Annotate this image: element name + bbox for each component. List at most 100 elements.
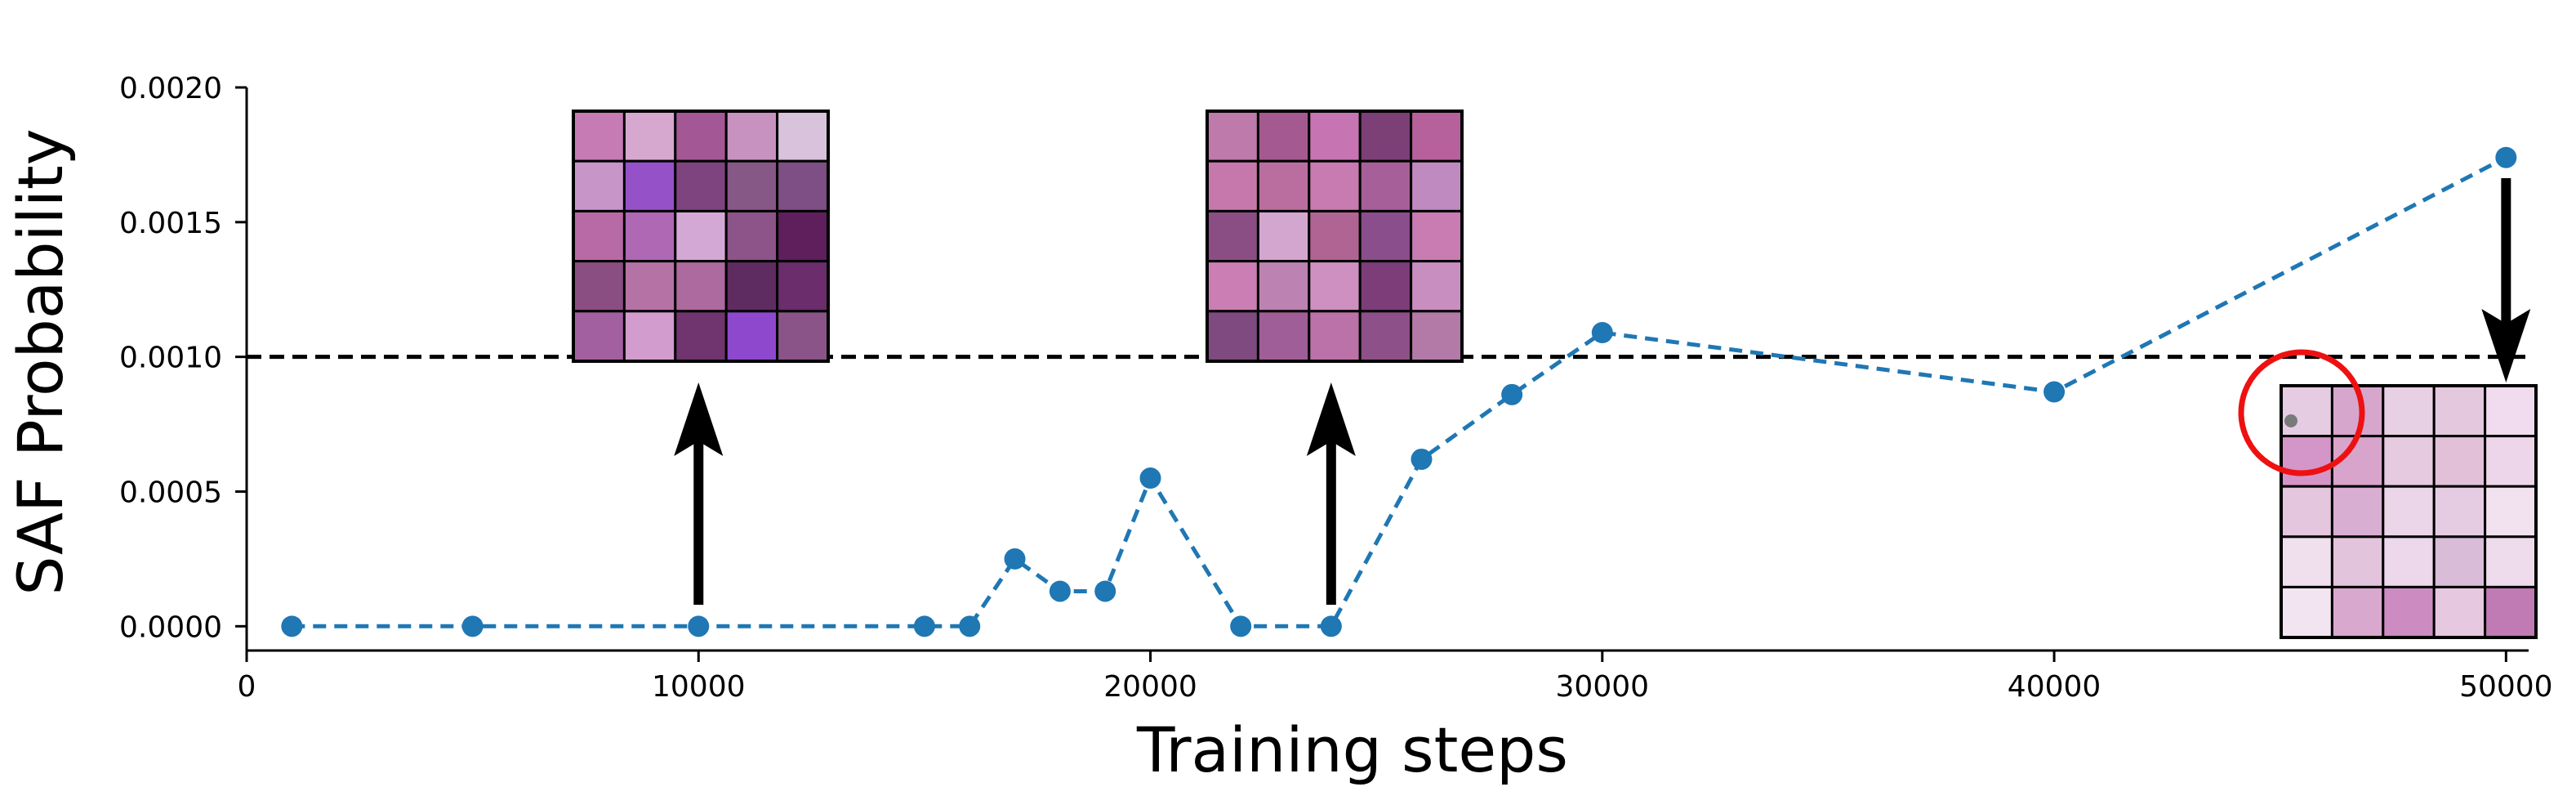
data-point (2043, 381, 2066, 403)
inset-group (572, 110, 2538, 639)
series-group (281, 146, 2517, 637)
tissue-tile (724, 260, 779, 313)
tissue-tile (2382, 485, 2436, 539)
tile-mosaic (2280, 384, 2538, 639)
axes: 0.0000 0.0005 0.0010 0.0015 0.0020 0 10000 2000… (119, 72, 2553, 704)
tissue-tile (2484, 535, 2538, 588)
data-point (281, 615, 303, 637)
data-point (1320, 615, 1342, 637)
arrow-head (1306, 382, 1356, 456)
tissue-tile (2484, 435, 2538, 488)
data-point (2495, 146, 2517, 168)
tissue-tile (1358, 310, 1413, 363)
data-point (1004, 548, 1026, 570)
data-point (1411, 448, 1433, 470)
tissue-tile (2382, 585, 2436, 639)
tissue-tile (2280, 585, 2333, 639)
tissue-tile (572, 110, 626, 163)
data-point (913, 615, 935, 637)
tissue-tile (1308, 260, 1362, 313)
tissue-tile (2484, 384, 2538, 438)
x-tick-label: 40000 (2008, 670, 2101, 704)
tissue-tile (2432, 585, 2487, 639)
tissue-tile (2330, 485, 2385, 539)
tissue-tile (1410, 310, 1464, 363)
tissue-tile (1206, 310, 1259, 363)
tissue-tile (572, 260, 626, 313)
tissue-tile (572, 310, 626, 363)
highlight-circle (2238, 349, 2365, 476)
tissue-tile (1206, 260, 1259, 313)
tissue-tile (674, 159, 728, 212)
data-point (1049, 580, 1071, 602)
tissue-tile (724, 110, 779, 163)
tissue-tile (1358, 260, 1413, 313)
tissue-tile (1410, 110, 1464, 163)
tissue-tile (2382, 435, 2436, 488)
tissue-tile (2432, 384, 2487, 438)
x-tick-label: 30000 (1556, 670, 1650, 704)
tissue-tile (622, 159, 677, 212)
data-point (1591, 321, 1613, 343)
tissue-tile (622, 310, 677, 363)
tissue-tile (2382, 535, 2436, 588)
tissue-tile (1308, 209, 1362, 263)
data-point (1139, 467, 1161, 490)
tissue-tile (622, 260, 677, 313)
series-line (292, 155, 2507, 628)
arrow-head (2481, 309, 2531, 382)
tissue-tile (724, 209, 779, 263)
tissue-tile (2330, 585, 2385, 639)
tissue-tile (1358, 159, 1413, 212)
tissue-tile (2280, 535, 2333, 588)
x-tick-label: 10000 (652, 670, 746, 704)
tissue-tile (776, 159, 830, 212)
x-tick-label: 20000 (1103, 670, 1197, 704)
tissue-tile (2484, 585, 2538, 639)
tissue-tile (674, 110, 728, 163)
tissue-tile (1256, 260, 1311, 313)
tissue-tile (1256, 310, 1311, 363)
tissue-tile (1256, 159, 1311, 212)
tissue-tile (1410, 209, 1464, 263)
tissue-tile (572, 209, 626, 263)
tissue-tile (1410, 260, 1464, 313)
tissue-tile (2280, 485, 2333, 539)
tissue-tile (776, 260, 830, 313)
tissue-tile (1358, 209, 1413, 263)
tissue-tile (1308, 310, 1362, 363)
tissue-tile (1206, 159, 1259, 212)
data-point (688, 615, 710, 637)
arrow-group (674, 178, 2531, 605)
x-tick-label: 0 (238, 670, 256, 704)
tissue-tile (674, 209, 728, 263)
tissue-tile (1410, 159, 1464, 212)
tissue-tile (776, 209, 830, 263)
tissue-tile (1308, 110, 1362, 163)
x-axis-title: Training steps (1136, 713, 1568, 786)
tile-mosaic (1206, 110, 1464, 363)
tissue-tile (674, 310, 728, 363)
y-tick-label: 0.0010 (119, 342, 222, 375)
arrow-head (674, 382, 724, 456)
data-point (1230, 615, 1252, 637)
mosaic-border (572, 110, 830, 363)
tissue-tile (2432, 535, 2487, 588)
data-point (461, 615, 484, 637)
tissue-tile (2330, 535, 2385, 588)
tissue-tile (2432, 435, 2487, 488)
tissue-tile (2484, 485, 2538, 539)
tissue-tile (724, 310, 779, 363)
tissue-tile (622, 110, 677, 163)
tissue-tile (622, 209, 677, 263)
tissue-tile (2280, 384, 2333, 438)
tissue-tile (2382, 384, 2436, 438)
mosaic-border (2280, 384, 2538, 639)
tissue-tile (2280, 435, 2333, 488)
tissue-tile (1206, 110, 1259, 163)
tissue-tile (1358, 110, 1413, 163)
y-tick-label: 0.0020 (119, 72, 222, 105)
tissue-tile (776, 310, 830, 363)
tissue-tile (674, 260, 728, 313)
tissue-tile (1206, 209, 1259, 263)
